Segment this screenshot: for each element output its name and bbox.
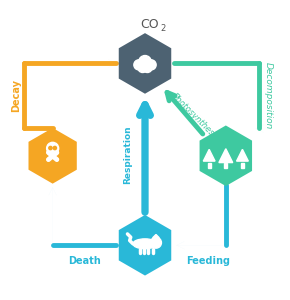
Text: Photosynthesis: Photosynthesis (170, 92, 221, 142)
Text: Respiration: Respiration (123, 125, 132, 184)
Polygon shape (153, 235, 159, 238)
Circle shape (55, 158, 58, 161)
Polygon shape (119, 33, 171, 94)
Circle shape (140, 63, 150, 72)
Circle shape (47, 158, 50, 161)
Circle shape (47, 151, 50, 154)
Polygon shape (28, 128, 77, 184)
Circle shape (138, 63, 147, 73)
Circle shape (139, 56, 151, 68)
Circle shape (151, 237, 162, 248)
Text: Death: Death (68, 256, 101, 266)
Bar (224, 163, 227, 168)
Bar (208, 163, 211, 168)
Polygon shape (237, 149, 248, 161)
Polygon shape (200, 125, 252, 186)
Bar (48, 150, 57, 154)
Polygon shape (119, 215, 171, 275)
Polygon shape (219, 149, 233, 163)
Text: Decay: Decay (12, 80, 21, 112)
Circle shape (143, 63, 152, 73)
Circle shape (134, 60, 144, 70)
Text: Decomposition: Decomposition (263, 62, 272, 130)
Circle shape (47, 142, 59, 154)
Text: 2: 2 (161, 24, 166, 33)
Text: Feeding: Feeding (186, 256, 231, 266)
Ellipse shape (133, 239, 157, 249)
Circle shape (53, 146, 57, 150)
Circle shape (146, 60, 156, 70)
Circle shape (55, 151, 58, 154)
Bar (241, 163, 244, 168)
Polygon shape (203, 149, 215, 161)
Circle shape (49, 146, 52, 150)
Text: CO: CO (141, 18, 159, 31)
